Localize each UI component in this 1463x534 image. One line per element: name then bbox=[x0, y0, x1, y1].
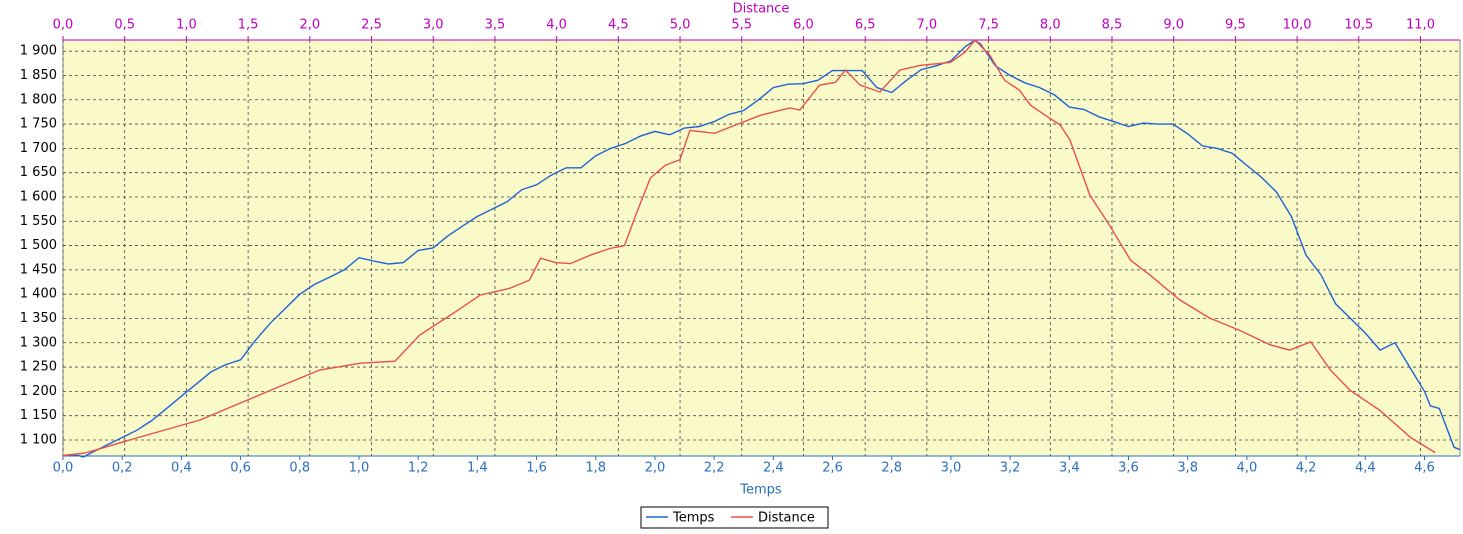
x2-tick-label: 7,0 bbox=[917, 18, 938, 33]
x-tick-label: 2,6 bbox=[822, 461, 843, 476]
x2-tick-label: 8,0 bbox=[1040, 18, 1061, 33]
x2-tick-label: 1,5 bbox=[238, 18, 259, 33]
x2-tick-label: 10,5 bbox=[1344, 18, 1373, 33]
x-axis-label: Temps bbox=[739, 483, 782, 498]
x-tick-label: 1,2 bbox=[408, 461, 429, 476]
x-tick-label: 0,8 bbox=[289, 461, 310, 476]
x2-tick-label: 7,5 bbox=[978, 18, 999, 33]
legend-label: Distance bbox=[758, 511, 815, 526]
y-tick-label: 1 150 bbox=[20, 408, 57, 423]
y-tick-label: 1 100 bbox=[20, 432, 57, 447]
series-line bbox=[62, 38, 1436, 457]
x-tick-label: 1,8 bbox=[585, 461, 606, 476]
x2-tick-label: 2,0 bbox=[299, 18, 320, 33]
y-tick-label: 1 200 bbox=[20, 384, 57, 399]
x-tick-label: 2,2 bbox=[704, 461, 725, 476]
x-tick-label: 0,2 bbox=[112, 461, 133, 476]
x2-tick-label: 11,0 bbox=[1406, 18, 1435, 33]
x-tick-label: 2,0 bbox=[645, 461, 666, 476]
x2-tick-label: 4,5 bbox=[608, 18, 629, 33]
x-tick-label: 3,8 bbox=[1177, 461, 1198, 476]
y-tick-label: 1 550 bbox=[20, 214, 57, 229]
x-tick-label: 2,8 bbox=[881, 461, 902, 476]
y-tick-label: 1 300 bbox=[20, 335, 57, 350]
x2-tick-label: 0,0 bbox=[53, 18, 74, 33]
y-tick-label: 1 250 bbox=[20, 360, 57, 375]
x-tick-label: 0,4 bbox=[171, 461, 192, 476]
x2-tick-label: 3,5 bbox=[485, 18, 506, 33]
y-tick-label: 1 700 bbox=[20, 141, 57, 156]
x-tick-label: 4,4 bbox=[1355, 461, 1376, 476]
legend-label: Temps bbox=[672, 511, 715, 526]
series-line bbox=[63, 39, 1461, 458]
y-tick-label: 1 850 bbox=[20, 68, 57, 83]
x2-tick-label: 1,0 bbox=[176, 18, 197, 33]
x2-axis-label: Distance bbox=[733, 2, 790, 17]
y-tick-label: 1 500 bbox=[20, 238, 57, 253]
x2-tick-label: 9,0 bbox=[1163, 18, 1184, 33]
x-tick-label: 3,0 bbox=[941, 461, 962, 476]
x-tick-label: 1,4 bbox=[467, 461, 488, 476]
x2-tick-label: 6,0 bbox=[793, 18, 814, 33]
x-tick-label: 4,0 bbox=[1237, 461, 1258, 476]
x2-tick-label: 10,0 bbox=[1283, 18, 1312, 33]
x2-tick-label: 5,5 bbox=[731, 18, 752, 33]
x-tick-label: 3,4 bbox=[1059, 461, 1080, 476]
x-tick-label: 2,4 bbox=[763, 461, 784, 476]
x-tick-label: 3,2 bbox=[1000, 461, 1021, 476]
x-tick-label: 4,2 bbox=[1296, 461, 1317, 476]
y-tick-label: 1 600 bbox=[20, 189, 57, 204]
x2-tick-label: 6,5 bbox=[855, 18, 876, 33]
x2-tick-label: 4,0 bbox=[546, 18, 567, 33]
x2-tick-label: 3,0 bbox=[423, 18, 444, 33]
y-tick-label: 1 450 bbox=[20, 262, 57, 277]
x2-tick-label: 0,5 bbox=[114, 18, 135, 33]
y-tick-label: 1 800 bbox=[20, 92, 57, 107]
x-tick-label: 4,6 bbox=[1414, 461, 1435, 476]
y-tick-label: 1 400 bbox=[20, 287, 57, 302]
y-tick-label: 1 350 bbox=[20, 311, 57, 326]
y-tick-label: 1 900 bbox=[20, 44, 57, 59]
y-tick-label: 1 750 bbox=[20, 117, 57, 132]
y-tick-label: 1 650 bbox=[20, 165, 57, 180]
x2-tick-label: 8,5 bbox=[1102, 18, 1123, 33]
x2-tick-label: 9,5 bbox=[1225, 18, 1246, 33]
plot-area bbox=[62, 39, 1461, 457]
x-tick-label: 0,6 bbox=[230, 461, 251, 476]
x-tick-label: 1,6 bbox=[526, 461, 547, 476]
x2-tick-label: 5,0 bbox=[670, 18, 691, 33]
x-tick-label: 1,0 bbox=[349, 461, 370, 476]
x-tick-label: 0,0 bbox=[53, 461, 74, 476]
x-tick-label: 3,6 bbox=[1118, 461, 1139, 476]
x2-tick-label: 2,5 bbox=[361, 18, 382, 33]
